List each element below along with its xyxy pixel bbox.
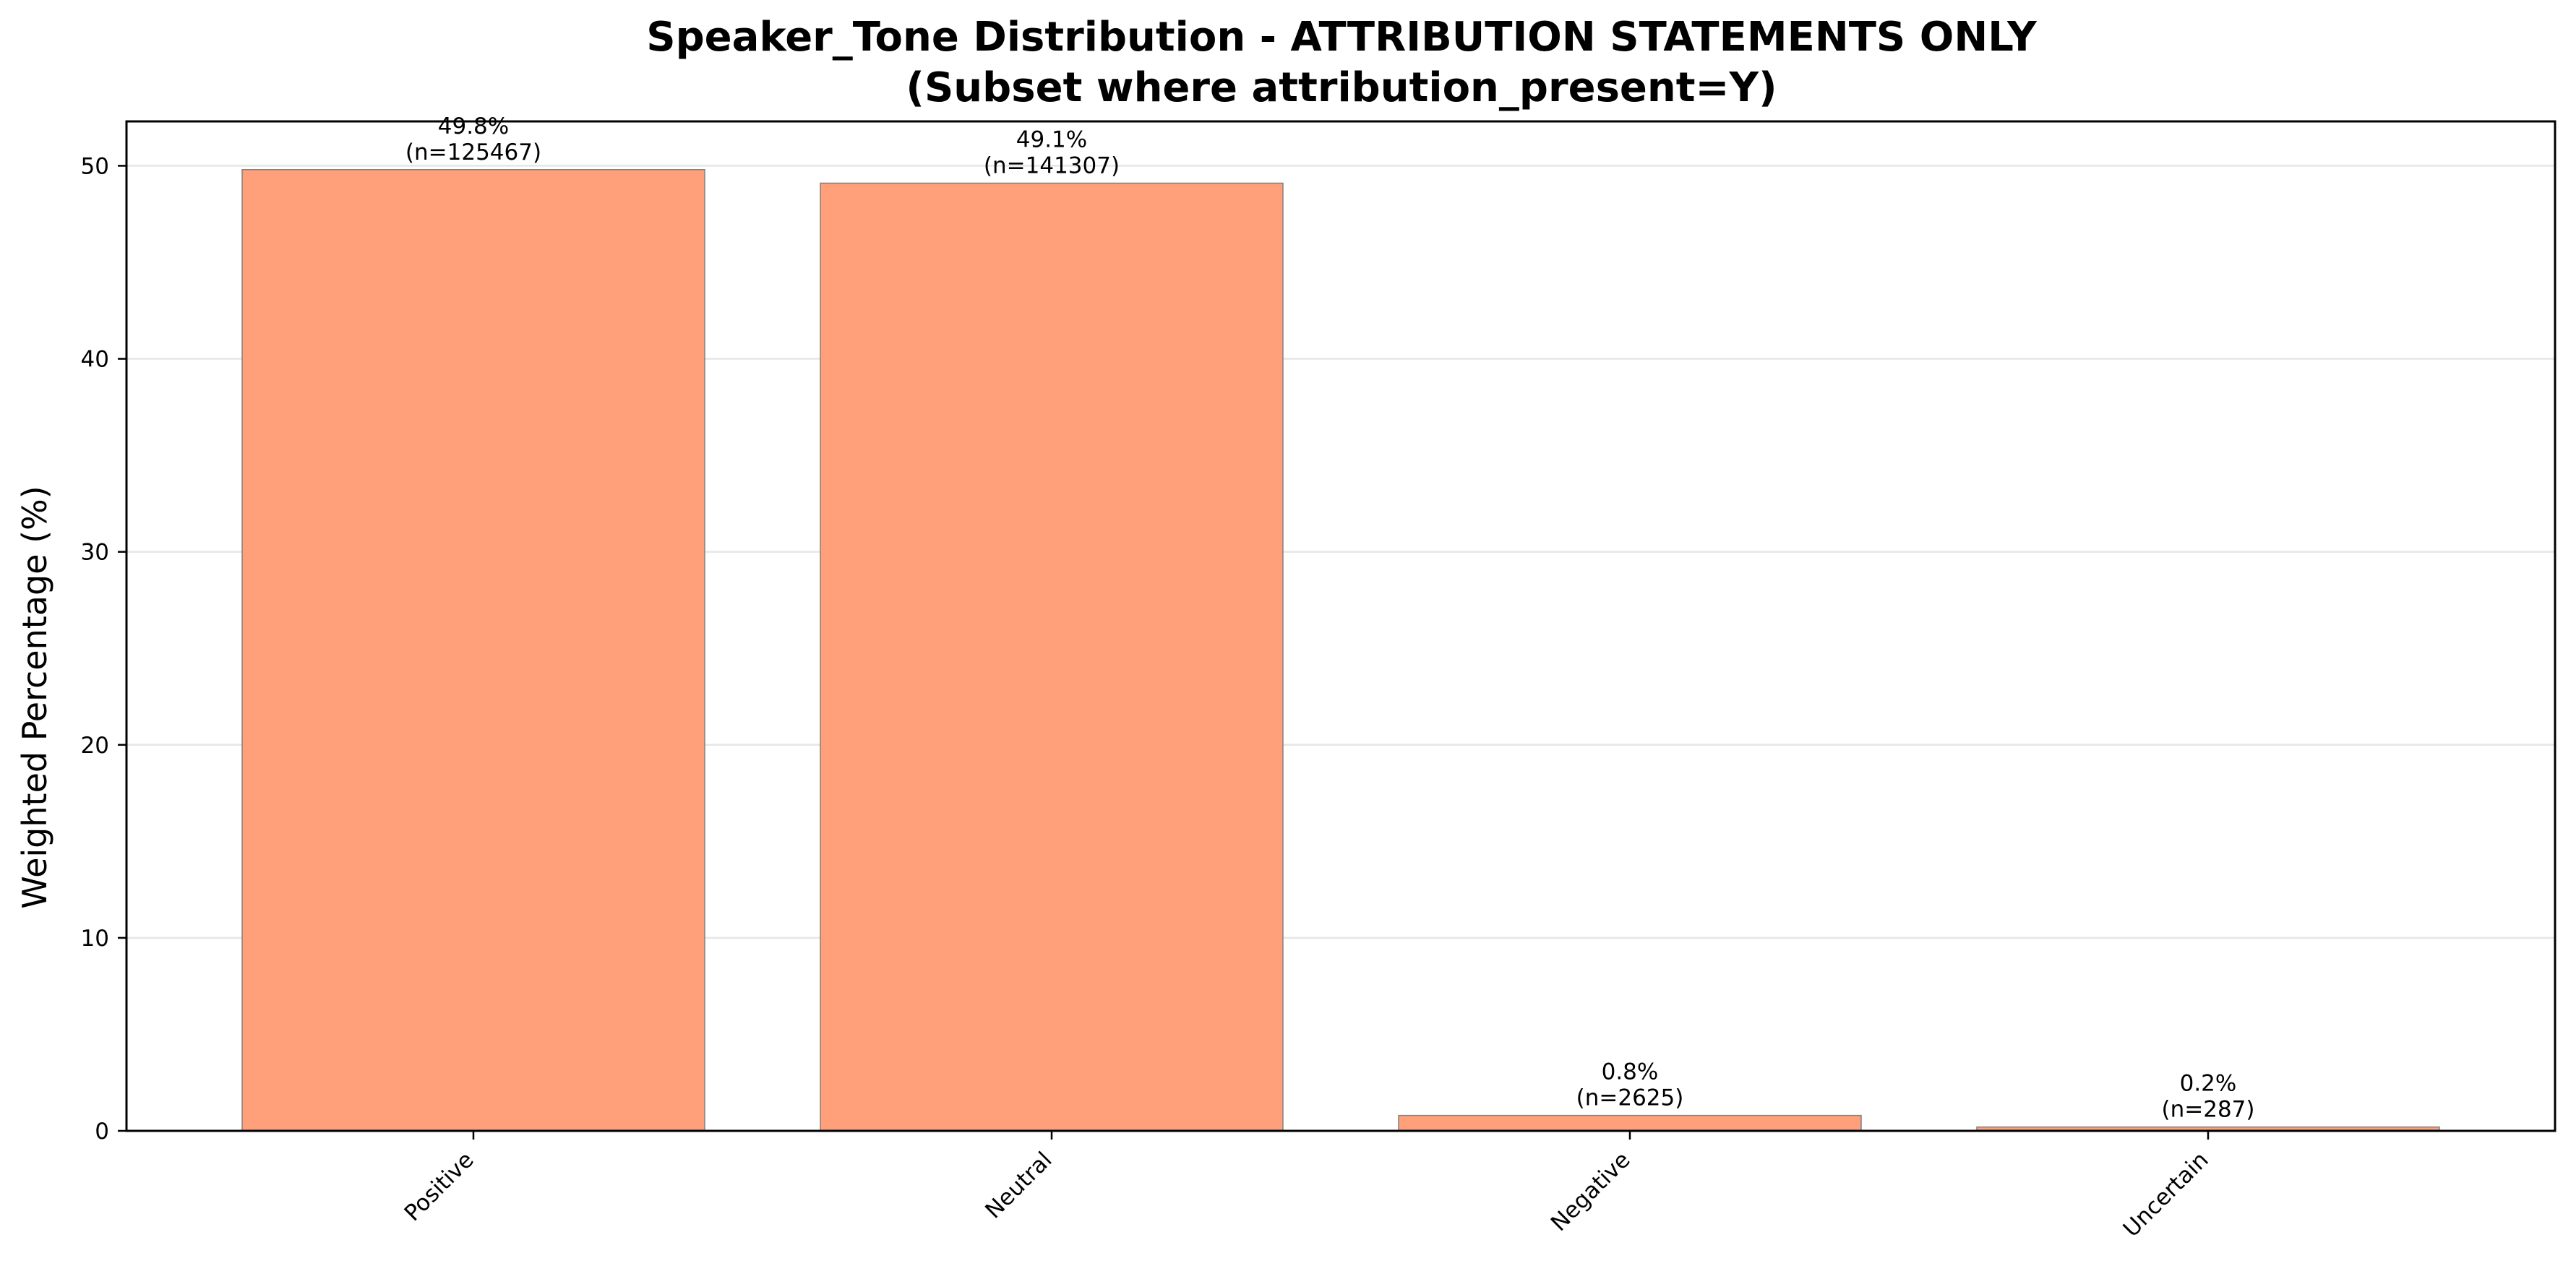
y-axis-label: Weighted Percentage (%) xyxy=(15,486,54,908)
bars xyxy=(241,169,2440,1132)
bar-value-label-uncertain: 0.2% xyxy=(2180,1071,2237,1097)
y-tick-label-3: 30 xyxy=(81,540,109,566)
bar-value-label-neutral: 49.1% xyxy=(1016,126,1087,152)
bar-labels: 49.8%(n=125467) 49.1%(n=141307) 0.8%(n=262… xyxy=(405,113,2255,1123)
y-tick-label-0: 0 xyxy=(95,1119,109,1145)
bar-count-label-uncertain: (n=287) xyxy=(2162,1097,2255,1123)
plot-frame xyxy=(125,120,2556,1132)
bar-count-label-positive: (n=125467) xyxy=(405,139,541,165)
bar-count-label-negative: (n=2625) xyxy=(1576,1085,1684,1111)
bar-value-label-negative: 0.8% xyxy=(1602,1059,1659,1085)
y-tick-label-2: 20 xyxy=(81,733,109,759)
y-tick-label-5: 50 xyxy=(81,153,109,179)
bar-positive xyxy=(241,169,705,1132)
bar-negative xyxy=(1398,1114,1862,1132)
chart-title-line-2: (Subset where attribution_present=Y) xyxy=(906,64,1777,111)
y-tick-label-4: 40 xyxy=(81,347,109,373)
bar-count-label-neutral: (n=141307) xyxy=(984,152,1120,178)
bar-neutral xyxy=(820,182,1284,1132)
bar-value-label-positive: 49.8% xyxy=(438,113,509,139)
y-tick-label-1: 10 xyxy=(81,926,109,952)
chart-title-line-1: Speaker_Tone Distribution - ATTRIBUTION … xyxy=(646,14,2038,61)
